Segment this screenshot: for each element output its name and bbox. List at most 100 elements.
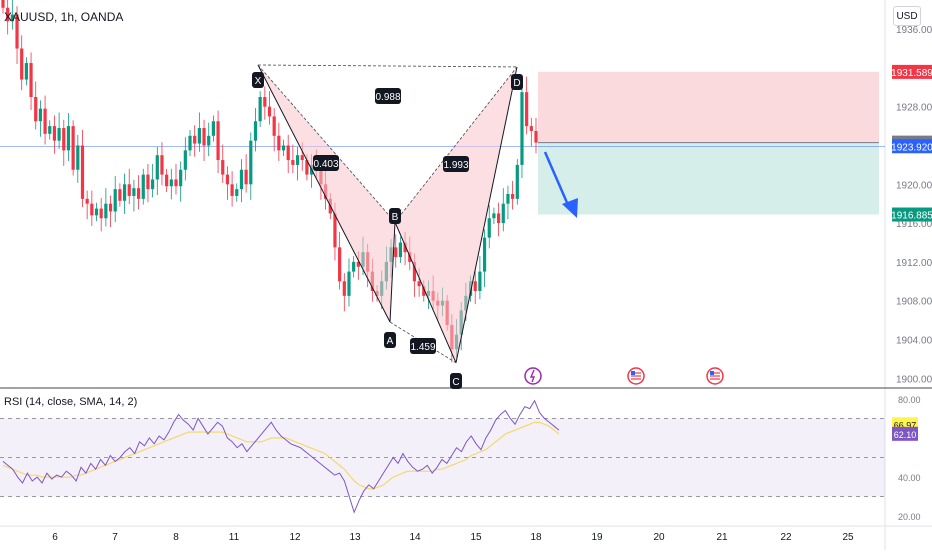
candle[interactable] bbox=[202, 128, 206, 146]
us-flag-icon[interactable] bbox=[627, 367, 645, 385]
candle[interactable] bbox=[501, 203, 505, 224]
candle[interactable] bbox=[235, 189, 239, 196]
candle[interactable] bbox=[534, 130, 538, 143]
candle[interactable] bbox=[225, 174, 230, 185]
candle[interactable] bbox=[118, 189, 122, 201]
candle[interactable] bbox=[422, 286, 426, 296]
candle[interactable] bbox=[277, 135, 281, 151]
candle[interactable] bbox=[263, 97, 267, 107]
us-flag-icon[interactable] bbox=[706, 367, 724, 385]
candle[interactable] bbox=[487, 218, 491, 238]
pattern-point-B[interactable]: B bbox=[389, 208, 401, 224]
candle[interactable] bbox=[151, 179, 155, 190]
candle[interactable] bbox=[104, 203, 108, 219]
candle[interactable] bbox=[482, 237, 487, 272]
candle[interactable] bbox=[258, 97, 262, 122]
candle[interactable] bbox=[478, 271, 482, 291]
candle[interactable] bbox=[29, 63, 33, 97]
candle[interactable] bbox=[188, 135, 192, 151]
candle[interactable] bbox=[90, 203, 94, 216]
candle[interactable] bbox=[281, 145, 286, 151]
candle[interactable] bbox=[305, 160, 309, 175]
pattern-leg[interactable] bbox=[394, 221, 457, 363]
candle[interactable] bbox=[295, 155, 300, 165]
candle[interactable] bbox=[520, 92, 524, 165]
candle[interactable] bbox=[525, 92, 529, 127]
candle[interactable] bbox=[347, 271, 351, 296]
candle[interactable] bbox=[529, 126, 533, 131]
pattern-point-A[interactable]: A bbox=[384, 332, 396, 348]
candle[interactable] bbox=[511, 194, 515, 199]
arrow-icon[interactable] bbox=[543, 151, 570, 206]
candle[interactable] bbox=[15, 14, 19, 49]
candle[interactable] bbox=[174, 179, 178, 187]
pattern-leg[interactable] bbox=[257, 64, 391, 323]
candle[interactable] bbox=[155, 155, 159, 180]
candle[interactable] bbox=[48, 126, 52, 134]
candle[interactable] bbox=[197, 128, 201, 144]
candle[interactable] bbox=[20, 48, 24, 80]
candle[interactable] bbox=[169, 179, 173, 187]
candle[interactable] bbox=[412, 261, 417, 282]
candle[interactable] bbox=[211, 121, 215, 136]
candle[interactable] bbox=[71, 126, 75, 170]
candle[interactable] bbox=[352, 261, 356, 272]
candle[interactable] bbox=[333, 213, 337, 248]
candle[interactable] bbox=[253, 121, 258, 141]
candle[interactable] bbox=[24, 63, 28, 80]
candle[interactable] bbox=[249, 140, 253, 185]
candle[interactable] bbox=[272, 116, 276, 136]
candle[interactable] bbox=[122, 184, 127, 201]
candle[interactable] bbox=[141, 174, 145, 199]
candle[interactable] bbox=[342, 281, 346, 296]
candle[interactable] bbox=[76, 145, 80, 170]
candle[interactable] bbox=[52, 126, 57, 141]
candle[interactable] bbox=[267, 106, 272, 117]
rsi-line[interactable] bbox=[2, 399, 560, 514]
candle[interactable] bbox=[244, 169, 248, 185]
candle[interactable] bbox=[492, 213, 496, 219]
pattern-leg[interactable] bbox=[389, 222, 396, 323]
candle[interactable] bbox=[417, 281, 421, 287]
candle[interactable] bbox=[473, 281, 477, 291]
currency-button[interactable]: USD bbox=[893, 6, 921, 26]
candle[interactable] bbox=[216, 121, 220, 161]
candle[interactable] bbox=[132, 188, 136, 196]
candle[interactable] bbox=[403, 242, 407, 253]
candle[interactable] bbox=[165, 174, 169, 187]
candle[interactable] bbox=[183, 150, 187, 170]
candle[interactable] bbox=[193, 135, 197, 144]
candle[interactable] bbox=[496, 213, 501, 224]
candle[interactable] bbox=[57, 128, 61, 141]
take-profit-zone[interactable] bbox=[538, 142, 879, 215]
candle[interactable] bbox=[506, 194, 510, 204]
candle[interactable] bbox=[515, 164, 519, 199]
candle[interactable] bbox=[113, 189, 117, 212]
candle[interactable] bbox=[38, 108, 43, 122]
candle[interactable] bbox=[160, 155, 164, 175]
candle[interactable] bbox=[207, 135, 211, 146]
candle[interactable] bbox=[99, 208, 103, 219]
candle[interactable] bbox=[286, 145, 290, 161]
candle[interactable] bbox=[239, 169, 244, 190]
candle[interactable] bbox=[62, 128, 66, 151]
candle[interactable] bbox=[230, 184, 234, 196]
candle[interactable] bbox=[127, 184, 131, 196]
candle[interactable] bbox=[291, 160, 295, 165]
candle[interactable] bbox=[398, 242, 403, 258]
pattern-point-X[interactable]: X bbox=[252, 72, 264, 88]
candle[interactable] bbox=[136, 188, 141, 199]
candle[interactable] bbox=[1, 0, 5, 8]
pattern-point-C[interactable]: C bbox=[450, 373, 462, 389]
candle[interactable] bbox=[146, 174, 150, 190]
candle[interactable] bbox=[356, 261, 360, 267]
pattern-point-D[interactable]: D bbox=[511, 74, 523, 90]
candle[interactable] bbox=[85, 198, 89, 204]
candle[interactable] bbox=[179, 169, 183, 187]
candle[interactable] bbox=[10, 14, 14, 22]
pattern-leg[interactable] bbox=[455, 66, 518, 363]
candle[interactable] bbox=[394, 247, 398, 258]
stop-loss-zone[interactable] bbox=[538, 71, 879, 143]
